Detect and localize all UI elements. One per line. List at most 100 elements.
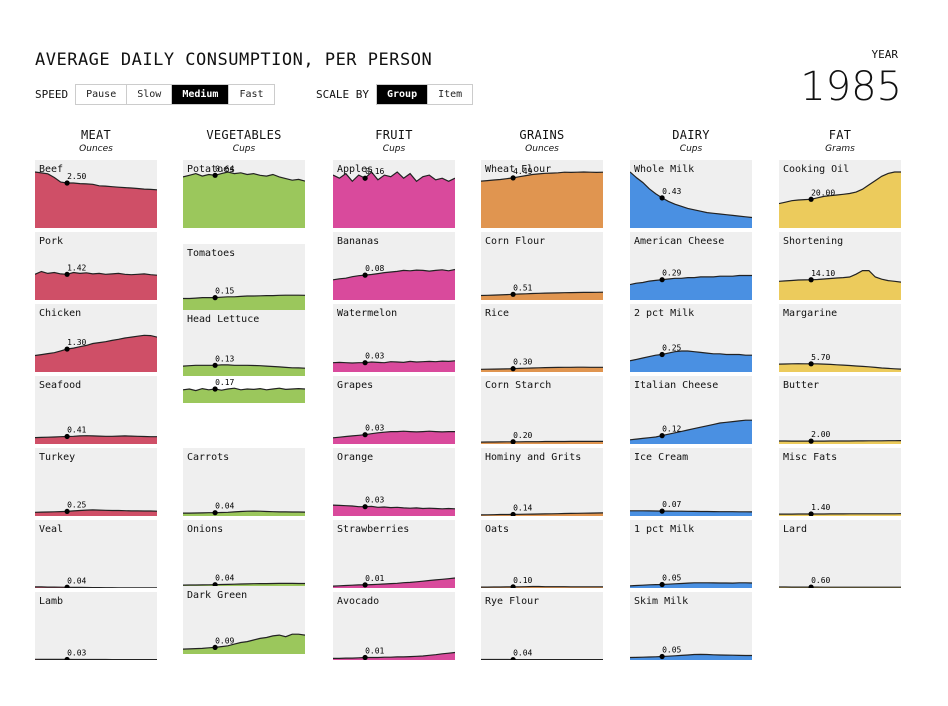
item-chart-turkey: 0.25 Turkey — [35, 448, 157, 516]
item-label: Corn Flour — [485, 236, 546, 247]
item-label: American Cheese — [634, 236, 725, 247]
item-label: 2 pct Milk — [634, 308, 695, 319]
area-chart: 0.25 — [630, 344, 752, 372]
item-chart-lard: 0.60 Lard — [779, 520, 901, 588]
series-line — [183, 633, 305, 650]
area-chart: 1.42 — [35, 263, 157, 300]
item-label: Strawberries — [337, 524, 410, 535]
area-chart: 20.00 — [779, 171, 901, 228]
value-label: 0.60 — [811, 576, 830, 585]
series-line — [630, 419, 752, 441]
series-line — [630, 510, 752, 513]
area-chart: 0.03 — [333, 424, 455, 444]
item-chart-2-pct-milk: 0.25 2 pct Milk — [630, 304, 752, 372]
current-year-point — [510, 656, 516, 660]
series-area — [35, 271, 157, 300]
series-line — [333, 268, 455, 281]
current-year-point — [659, 653, 665, 660]
value-label: 0.03 — [67, 648, 86, 657]
item-chart-american-cheese: 0.29 American Cheese — [630, 232, 752, 300]
current-year-point — [510, 366, 516, 372]
area-chart: 14.10 — [779, 269, 901, 300]
speed-slow-button[interactable]: Slow — [127, 85, 173, 104]
item-chart-carrots: 0.04 Carrots — [183, 448, 305, 516]
speed-button-group: Pause Slow Medium Fast — [75, 84, 275, 105]
item-chart-bananas: 0.08 Bananas — [333, 232, 455, 300]
current-year-point — [362, 504, 368, 510]
current-year-point — [212, 172, 218, 178]
item-chart-ice-cream: 0.07 Ice Cream — [630, 448, 752, 516]
item-label: Carrots — [187, 452, 230, 463]
series-line — [630, 653, 752, 659]
item-chart-beef: 2.50 Beef — [35, 160, 157, 228]
group-name: FAT — [828, 128, 852, 142]
current-year-point — [64, 584, 70, 588]
current-year-point — [510, 439, 516, 444]
series-line — [481, 366, 603, 370]
item-label: Lard — [783, 524, 808, 535]
current-year-point — [362, 582, 368, 588]
series-area — [333, 431, 455, 444]
series-line — [481, 440, 603, 443]
current-year-point — [659, 351, 665, 358]
current-year-point — [808, 584, 814, 588]
current-year-point — [510, 291, 516, 297]
item-label: Apples — [337, 164, 374, 175]
current-year-point — [808, 277, 814, 283]
current-year-point — [808, 361, 814, 367]
area-chart: 0.14 — [481, 503, 603, 516]
area-chart: 0.03 — [333, 496, 455, 516]
current-year-point — [362, 654, 368, 660]
current-year-point — [510, 175, 516, 181]
group-unit: Cups — [679, 144, 703, 154]
value-label: 0.25 — [662, 344, 681, 353]
series-line — [333, 504, 455, 510]
current-year-point — [64, 508, 70, 515]
item-label: Dark Green — [187, 590, 248, 601]
series-area — [35, 509, 157, 516]
value-label: 0.01 — [365, 574, 384, 583]
series-area — [779, 172, 901, 228]
item-chart-corn-starch: 0.20 Corn Starch — [481, 376, 603, 444]
item-label: Grapes — [337, 380, 374, 391]
speed-medium-button[interactable]: Medium — [172, 85, 230, 104]
item-label: Chicken — [39, 308, 82, 319]
series-area — [333, 269, 455, 300]
group-unit: Cups — [382, 144, 406, 154]
speed-pause-button[interactable]: Pause — [76, 85, 128, 104]
area-chart: 4.49 — [481, 167, 603, 228]
series-area — [779, 270, 901, 300]
item-chart-pork: 1.42 Pork — [35, 232, 157, 300]
item-label: Veal — [39, 524, 64, 535]
item-chart-chicken: 1.30 Chicken — [35, 304, 157, 372]
group-unit: Ounces — [525, 144, 559, 154]
current-year-point — [362, 360, 368, 366]
speed-fast-button[interactable]: Fast — [229, 85, 274, 104]
item-chart-oats: 0.10 Oats — [481, 520, 603, 588]
series-area — [183, 172, 305, 228]
series-line — [779, 171, 901, 205]
scale-item-button[interactable]: Item — [428, 85, 473, 104]
item-label: Avocado — [337, 596, 380, 607]
item-label: Beef — [39, 164, 64, 175]
value-label: 0.03 — [365, 496, 384, 505]
value-label: 0.12 — [662, 425, 681, 434]
value-label: 0.04 — [215, 574, 234, 583]
item-label: Onions — [187, 524, 224, 535]
item-label: Oats — [485, 524, 510, 535]
value-label: 0.15 — [215, 287, 234, 296]
series-area — [630, 654, 752, 660]
item-label: Corn Starch — [485, 380, 552, 391]
value-label: 5.70 — [811, 353, 830, 362]
item-label: Whole Milk — [634, 164, 695, 175]
item-chart-head-lettuce: 0.13 Head Lettuce — [183, 310, 305, 376]
item-chart-misc-fats: 1.40 Misc Fats — [779, 448, 901, 516]
area-chart: 0.01 — [333, 574, 455, 588]
area-chart: 1.40 — [779, 503, 901, 516]
series-line — [630, 171, 752, 219]
area-chart: 0.07 — [630, 500, 752, 516]
series-line — [35, 334, 157, 357]
scale-group-button[interactable]: Group — [376, 85, 429, 104]
series-line — [333, 651, 455, 659]
series-area — [630, 420, 752, 444]
